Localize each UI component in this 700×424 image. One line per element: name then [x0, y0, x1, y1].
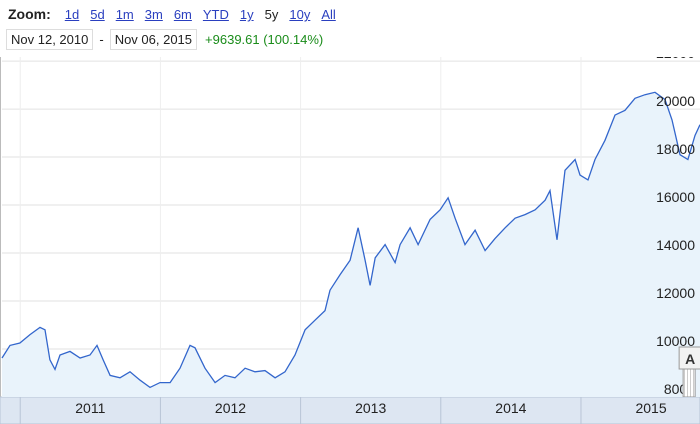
x-tick-label: 2012: [215, 400, 246, 416]
y-tick-label: 16000: [656, 189, 695, 205]
zoom-option[interactable]: 6m: [173, 7, 192, 22]
end-date[interactable]: Nov 06, 2015: [109, 29, 198, 50]
zoom-option[interactable]: 1y: [239, 7, 254, 22]
price-change: +9639.61 (100.14%): [205, 32, 324, 47]
zoom-row: Zoom: 1d 5d 1m 3m 6m YTD 1y 5y 10y All: [8, 6, 347, 22]
zoom-option[interactable]: All: [321, 7, 336, 22]
zoom-option[interactable]: 1d: [64, 7, 80, 22]
price-line: [1, 91, 700, 389]
x-tick-label: 2015: [635, 400, 666, 416]
annotation-pole: [682, 368, 696, 397]
annotation-flag: [678, 346, 700, 370]
y-tick-label: 18000: [656, 141, 695, 157]
zoom-label: Zoom:: [8, 6, 51, 22]
x-tick-label: 2011: [75, 400, 105, 416]
zoom-option[interactable]: 3m: [144, 7, 163, 22]
y-tick-label: 12000: [656, 285, 695, 301]
x-tick-label: 2013: [355, 400, 386, 416]
header: Zoom: 1d 5d 1m 3m 6m YTD 1y 5y 10y All Nov 12, 201…: [0, 0, 700, 56]
start-date[interactable]: Nov 12, 2010: [6, 29, 94, 50]
zoom-option: 5y: [264, 7, 279, 22]
area-fill: [2, 92, 700, 397]
zoom-option[interactable]: YTD: [202, 7, 229, 22]
date-separator: -: [99, 32, 104, 47]
date-row: Nov 12, 2010- Nov 06, 2015 +9639.61 (100.1…: [6, 29, 323, 50]
zoom-option[interactable]: 10y: [289, 7, 311, 22]
x-tick-label: 2014: [495, 400, 526, 416]
y-tick-label: 22000: [656, 45, 695, 61]
annotation-label: A: [685, 351, 695, 367]
zoom-option[interactable]: 5d: [90, 7, 105, 22]
zoom-option[interactable]: 1m: [115, 7, 134, 22]
y-tick-label: 20000: [656, 93, 695, 109]
y-tick-label: 10000: [656, 333, 695, 349]
y-tick-label: 14000: [656, 237, 695, 253]
